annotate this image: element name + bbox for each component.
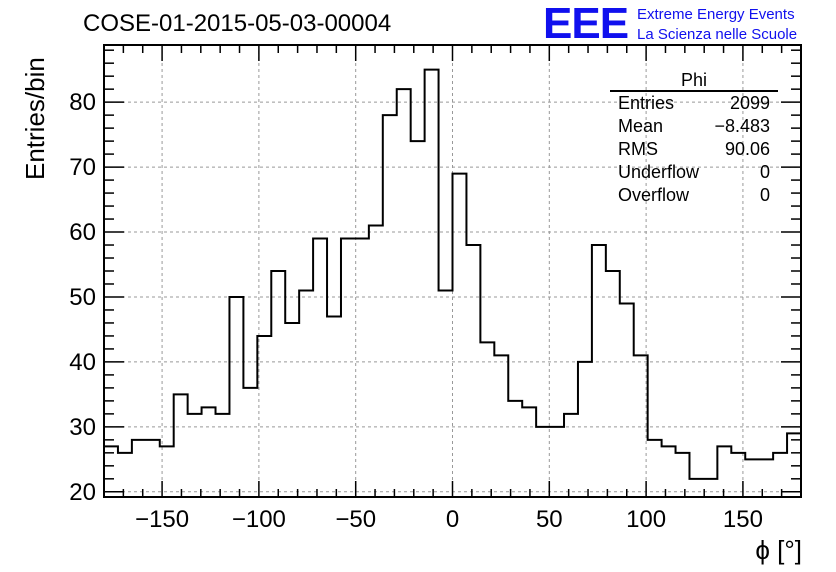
y-tick-label: 60 <box>69 219 96 246</box>
y-tick-label: 70 <box>69 154 96 181</box>
histogram-bin <box>188 414 202 497</box>
stats-row-underflow: Underflow 0 <box>610 161 778 184</box>
x-tick-label: −150 <box>135 506 189 533</box>
histogram-bin <box>313 239 327 497</box>
histogram-bin <box>536 427 550 497</box>
histogram-bin <box>299 290 313 497</box>
tick-labels: −150 −100 −50 0 50 100 150 20 30 40 50 60 70 80 <box>69 89 763 533</box>
histogram-bin <box>676 453 690 497</box>
histogram-bin <box>480 342 494 497</box>
histogram-bin <box>606 271 620 497</box>
histogram-bin <box>132 440 146 497</box>
stats-label: Underflow <box>618 162 700 182</box>
histogram-bin <box>662 446 676 497</box>
histogram-bars <box>104 68 801 497</box>
stats-row-entries: Entries 2099 <box>610 92 778 115</box>
y-tick-label: 20 <box>69 479 96 506</box>
histogram-outline <box>104 68 801 480</box>
histogram-bin <box>411 141 425 497</box>
stats-row-rms: RMS 90.06 <box>610 138 778 161</box>
y-tick-label: 50 <box>69 284 96 311</box>
histogram-bin <box>355 239 369 497</box>
stats-value: 2099 <box>729 93 770 113</box>
histogram-bin <box>104 446 118 497</box>
x-axis-label: ϕ [°] <box>755 535 802 565</box>
y-axis-label: Entries/bin <box>20 57 50 180</box>
histogram-bin <box>773 453 787 497</box>
stats-value: −8.483 <box>714 116 770 136</box>
histogram-bin <box>327 316 341 497</box>
tick-marks <box>103 45 802 497</box>
logo-caption-line2: La Scienza nelle Scuole <box>637 26 798 43</box>
histogram-bin <box>578 362 592 497</box>
histogram-bin <box>341 239 355 497</box>
stats-title: Phi <box>610 70 778 92</box>
stats-label: RMS <box>618 139 658 159</box>
histogram-bin <box>592 245 606 497</box>
y-tick-label: 80 <box>69 89 96 116</box>
histogram-bin <box>717 446 731 497</box>
histogram-bin <box>508 401 522 497</box>
stats-value: 90.06 <box>724 139 770 159</box>
y-tick-label: 30 <box>69 414 96 441</box>
histogram-bin <box>174 394 188 497</box>
y-tick-label: 40 <box>69 349 96 376</box>
logo-caption-line1: Extreme Energy Events <box>637 6 795 23</box>
x-tick-label: 100 <box>626 506 666 533</box>
histogram-bin <box>369 226 383 497</box>
stats-value: 0 <box>759 185 770 205</box>
histogram-bin <box>202 407 216 497</box>
histogram-bin <box>453 174 467 497</box>
histogram-bin <box>229 297 243 497</box>
histogram-bin <box>466 245 480 497</box>
histogram-bin <box>257 336 271 497</box>
histogram-bin <box>216 414 230 497</box>
stats-value: 0 <box>759 162 770 182</box>
x-tick-label: 0 <box>446 506 459 533</box>
histogram-bin <box>425 70 439 497</box>
histogram-bin <box>494 355 508 497</box>
x-tick-label: 50 <box>536 506 563 533</box>
histogram-bin <box>271 271 285 497</box>
stats-label: Overflow <box>618 185 690 205</box>
histogram-bin <box>689 479 703 497</box>
histogram-bin <box>648 440 662 497</box>
stats-label: Mean <box>618 116 664 136</box>
histogram-bin <box>118 453 132 497</box>
x-tick-label: −100 <box>232 506 286 533</box>
histogram-bin <box>397 89 411 497</box>
x-tick-label: −50 <box>335 506 376 533</box>
histogram-bin <box>703 479 717 497</box>
histogram-bin <box>146 440 160 497</box>
histogram-bin <box>285 323 299 497</box>
stats-row-mean: Mean −8.483 <box>610 115 778 138</box>
stats-row-overflow: Overflow 0 <box>610 184 778 207</box>
x-tick-label: 150 <box>723 506 763 533</box>
histogram-bin <box>383 115 397 497</box>
eee-logo: EEE <box>543 0 629 48</box>
histogram-bin <box>620 303 634 497</box>
histogram-bin <box>634 355 648 497</box>
histogram-bin <box>243 388 257 497</box>
stats-box: Phi Entries 2099 Mean −8.483 RMS 90.06 U… <box>610 70 778 207</box>
chart-title: COSE-01-2015-05-03-00004 <box>83 10 392 37</box>
stats-label: Entries <box>618 93 675 113</box>
histogram-bin <box>439 290 453 497</box>
histogram-bin <box>522 407 536 497</box>
histogram-bin <box>550 427 564 497</box>
histogram-bin <box>564 414 578 497</box>
